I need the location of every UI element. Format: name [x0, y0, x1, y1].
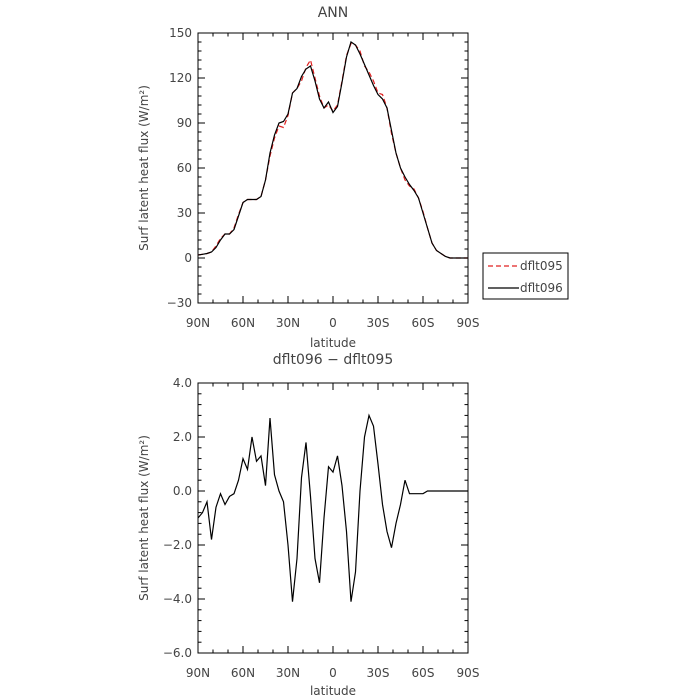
- x-tick-label: 30S: [367, 666, 390, 680]
- series-line-dflt095: [197, 42, 468, 259]
- y-tick-label: 150: [169, 26, 192, 40]
- plot-frame: [197, 382, 469, 654]
- x-tick-label: 30N: [276, 316, 300, 330]
- x-tick-label: 90S: [457, 316, 480, 330]
- y-tick-label: 4.0: [173, 376, 192, 390]
- legend: dflt095 dflt096: [482, 252, 569, 300]
- legend-label-dflt096: dflt096: [520, 281, 563, 295]
- series-line-dflt096: [197, 41, 468, 259]
- top-panel: ANN latitude Surf latent heat flux (W/m²…: [137, 5, 479, 350]
- y-tick-label: 60: [177, 161, 192, 175]
- x-tick-label: 60N: [231, 666, 255, 680]
- y-tick-label: 0: [184, 251, 192, 265]
- plot-frame: [197, 32, 469, 304]
- y-tick-label: −30: [167, 296, 192, 310]
- y-tick-label: 30: [177, 206, 192, 220]
- bottom-xlabel: latitude: [310, 684, 356, 698]
- x-tick-label: 30N: [276, 666, 300, 680]
- y-tick-label: −2.0: [163, 538, 192, 552]
- y-tick-label: −4.0: [163, 592, 192, 606]
- x-tick-label: 60N: [231, 316, 255, 330]
- x-tick-label: 90N: [186, 666, 210, 680]
- legend-box: [482, 252, 569, 300]
- x-tick-label: 60S: [412, 316, 435, 330]
- y-tick-label: 90: [177, 116, 192, 130]
- y-tick-label: −6.0: [163, 646, 192, 660]
- y-tick-label: 2.0: [173, 430, 192, 444]
- y-tick-label: 0.0: [173, 484, 192, 498]
- bottom-title: dflt096 − dflt095: [273, 352, 393, 368]
- x-tick-label: 0: [329, 316, 337, 330]
- x-tick-label: 0: [329, 666, 337, 680]
- y-tick-label: 120: [169, 71, 192, 85]
- legend-label-dflt095: dflt095: [520, 259, 563, 273]
- x-tick-label: 90N: [186, 316, 210, 330]
- bottom-panel: dflt096 − dflt095 latitude Surf latent h…: [137, 352, 479, 698]
- top-ylabel: Surf latent heat flux (W/m²): [137, 85, 151, 251]
- top-title: ANN: [318, 5, 349, 21]
- x-tick-label: 60S: [412, 666, 435, 680]
- bottom-ylabel: Surf latent heat flux (W/m²): [137, 435, 151, 601]
- top-xlabel: latitude: [310, 336, 356, 350]
- series-line-series-0: [197, 413, 468, 602]
- x-tick-label: 30S: [367, 316, 390, 330]
- x-tick-label: 90S: [457, 666, 480, 680]
